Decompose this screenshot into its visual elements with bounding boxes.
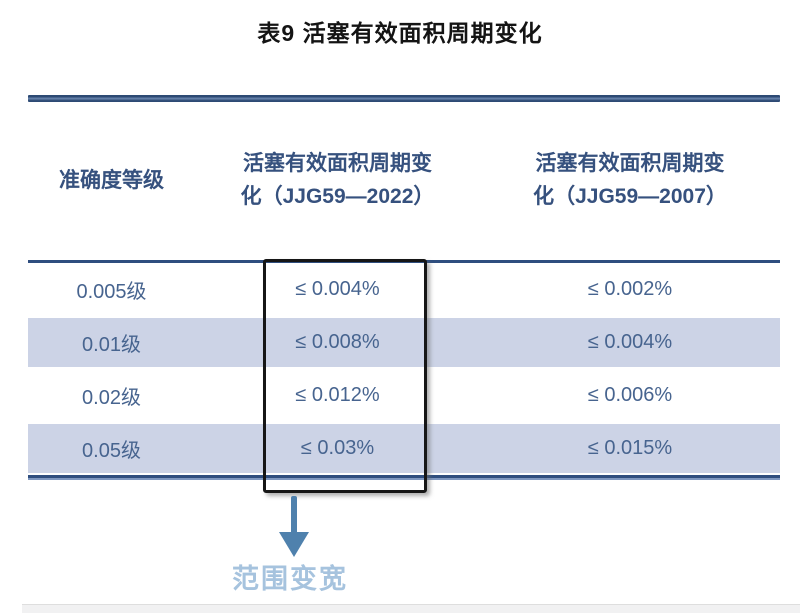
cell-2022-value: ≤ 0.004% bbox=[295, 278, 380, 300]
cell-2007-value: ≤ 0.004% bbox=[587, 331, 673, 353]
annotation-range-widened: 范围变宽 bbox=[232, 564, 348, 594]
header-jjg59-2022: 活塞有效面积周期变 化（JJG59—2022） bbox=[195, 148, 480, 213]
header-jjg59-2022-line2: 化（JJG59—2022） bbox=[240, 185, 435, 208]
table-row: 0.01级 ≤ 0.008% ≤ 0.004% bbox=[28, 316, 780, 369]
table-top-rule bbox=[28, 95, 780, 102]
header-jjg59-2007: 活塞有效面积周期变 化（JJG59—2007） bbox=[480, 148, 780, 213]
table-header-row: 准确度等级 活塞有效面积周期变 化（JJG59—2022） 活塞有效面积周期变 … bbox=[28, 102, 780, 260]
cell-grade: 0.02级 bbox=[82, 387, 141, 409]
cell-grade: 0.05级 bbox=[82, 440, 141, 462]
header-accuracy-grade: 准确度等级 bbox=[59, 168, 164, 192]
header-jjg59-2007-line2: 化（JJG59—2007） bbox=[533, 185, 727, 208]
cell-grade: 0.005级 bbox=[76, 281, 147, 303]
table-bottom-rule bbox=[28, 475, 780, 480]
cell-2007-value: ≤ 0.002% bbox=[587, 278, 673, 300]
table-row: 0.005级 ≤ 0.004% ≤ 0.002% bbox=[28, 263, 780, 316]
header-jjg59-2022-line1: 活塞有效面积周期变 bbox=[243, 152, 432, 176]
table-row: 0.02级 ≤ 0.012% ≤ 0.006% bbox=[28, 369, 780, 422]
cell-2022-value: ≤ 0.008% bbox=[295, 331, 380, 353]
down-arrow-icon bbox=[279, 496, 309, 557]
cell-2022-value: ≤ 0.012% bbox=[295, 384, 380, 406]
cell-2007-value: ≤ 0.015% bbox=[587, 437, 673, 459]
next-section-edge bbox=[22, 604, 800, 613]
cell-2007-value: ≤ 0.006% bbox=[587, 384, 673, 406]
comparison-table: 准确度等级 活塞有效面积周期变 化（JJG59—2022） 活塞有效面积周期变 … bbox=[28, 95, 780, 480]
table-row: 0.05级 ≤ 0.03% ≤ 0.015% bbox=[28, 422, 780, 475]
header-jjg59-2007-line1: 活塞有效面积周期变 bbox=[535, 152, 725, 176]
cell-grade: 0.01级 bbox=[82, 334, 141, 356]
table-title: 表9 活塞有效面积周期变化 bbox=[257, 20, 543, 46]
cell-2022-value: ≤ 0.03% bbox=[300, 437, 375, 459]
